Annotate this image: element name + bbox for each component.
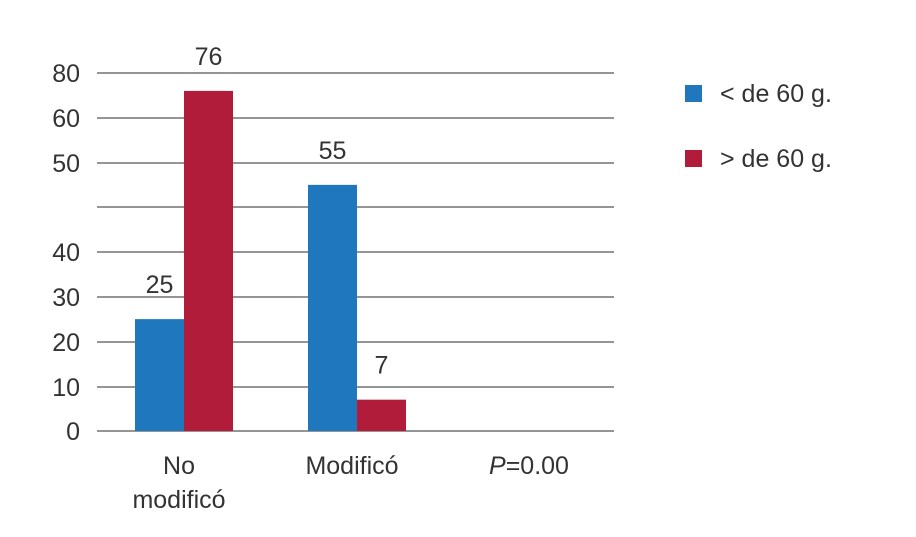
y-tick-label: 30	[52, 284, 80, 312]
legend-swatch	[685, 150, 702, 167]
y-tick-label: 80	[52, 60, 80, 88]
data-labels: 25 76 55 7	[146, 43, 389, 380]
legend-label: > de 60 g.	[720, 145, 832, 173]
data-label: 25	[146, 271, 174, 299]
bar	[357, 399, 406, 431]
legend-label: < de 60 g.	[720, 80, 832, 108]
bars	[135, 90, 406, 432]
p-value-symbol: P	[489, 452, 506, 480]
bar	[308, 184, 357, 431]
p-value-annotation: P=0.00	[489, 452, 569, 480]
y-tick-label: 0	[66, 418, 80, 446]
x-category-label: No	[163, 452, 195, 480]
y-tick-label: 50	[52, 150, 80, 178]
legend-swatch	[685, 85, 702, 102]
y-tick-label: 60	[52, 105, 80, 133]
y-tick-label: 10	[52, 374, 80, 402]
x-category-label: modificó	[132, 486, 225, 514]
y-tick-label: 20	[52, 329, 80, 357]
y-tick-label: 40	[52, 239, 80, 267]
x-category-label: Modificó	[305, 452, 398, 480]
p-value-text: =0.00	[506, 452, 569, 480]
legend: < de 60 g. > de 60 g.	[685, 80, 832, 173]
data-label: 7	[375, 352, 389, 380]
y-axis-ticks: 0 10 20 30 40 50 60 80	[52, 60, 80, 446]
x-axis-categories: No modificó Modificó	[132, 452, 398, 514]
bar	[184, 90, 233, 432]
data-label: 55	[319, 137, 347, 165]
bar	[135, 319, 184, 431]
data-label: 76	[195, 43, 223, 71]
